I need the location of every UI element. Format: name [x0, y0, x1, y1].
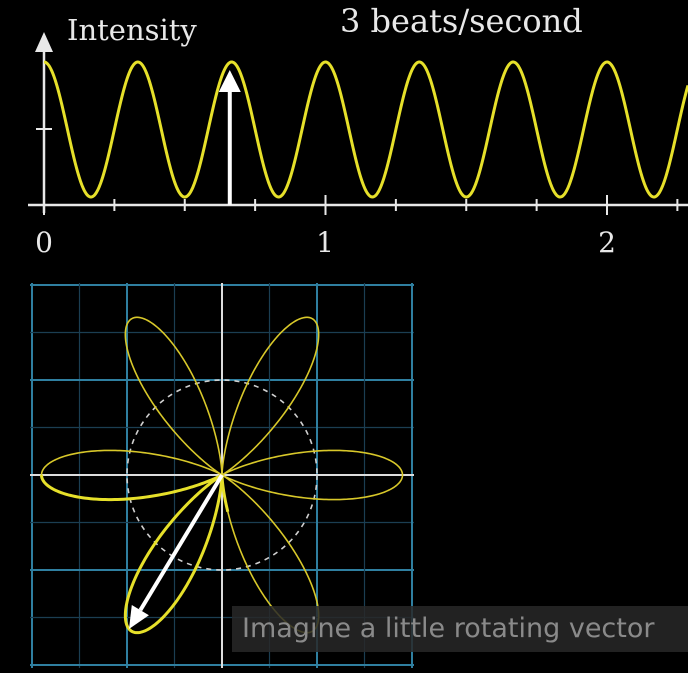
y-axis-label: Intensity: [67, 13, 197, 47]
rotating-vector: [128, 473, 224, 629]
time-marker-arrow: [218, 70, 241, 205]
intensity-plot: Intensity 3 beats/second 0 1 2: [28, 2, 688, 259]
x-tick-label-1: 1: [316, 226, 334, 259]
wound-up-curve-trace: [40, 473, 230, 635]
plot-title: 3 beats/second: [340, 2, 583, 40]
x-tick-label-0: 0: [35, 226, 53, 259]
y-axis: [35, 32, 53, 213]
winding-plot: [30, 283, 414, 668]
intensity-wave: [43, 60, 688, 199]
subtitle-caption: Imagine a little rotating vector: [232, 606, 688, 652]
y-axis-arrowhead: [35, 32, 53, 52]
x-tick-label-2: 2: [598, 226, 616, 259]
unit-circle: [126, 379, 318, 571]
x-axis: [28, 195, 688, 215]
